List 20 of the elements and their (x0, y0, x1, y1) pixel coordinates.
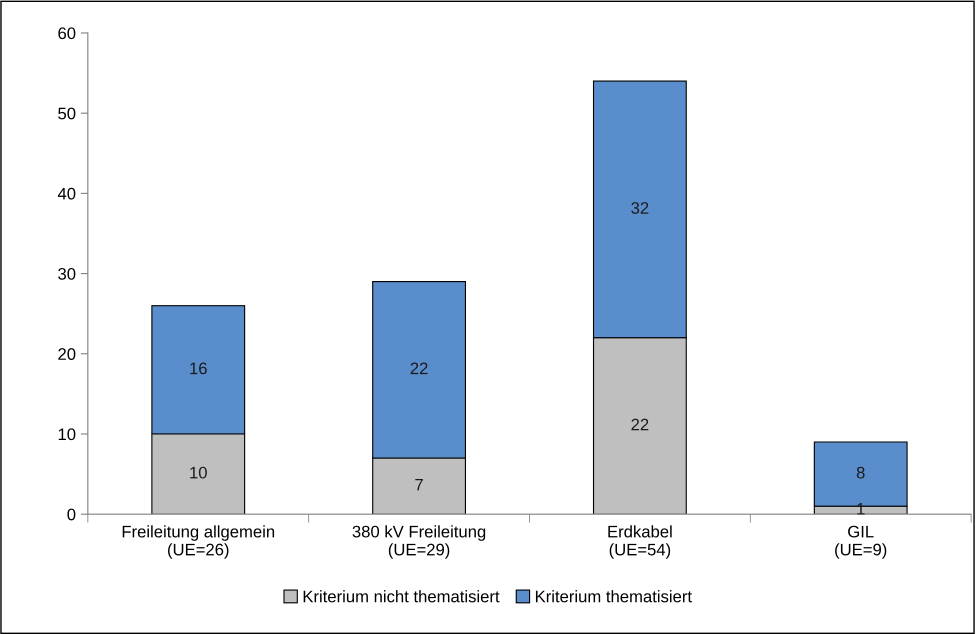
data-label: 32 (631, 202, 648, 214)
y-tick-label: 60 (58, 27, 76, 40)
data-label: 10 (190, 466, 207, 479)
y-tick-label: 0 (67, 508, 76, 520)
y-tick-label: 10 (58, 428, 76, 440)
y-tick-label: 20 (58, 348, 76, 360)
x-tick-label: 380 kV Freileitung (UE=29) (352, 525, 486, 559)
data-label: 8 (856, 466, 865, 479)
x-tick-label: GIL (UE=9) (835, 526, 886, 559)
data-label: 22 (410, 362, 428, 374)
data-label: 7 (415, 478, 423, 490)
y-tick-label: 30 (58, 268, 76, 280)
x-tick-label: Erdkabel (UE=54) (608, 525, 672, 559)
data-label: 22 (631, 418, 648, 430)
data-label: 16 (190, 362, 207, 374)
legend-label: Kriterium nicht thematisiert (304, 590, 500, 602)
x-tick-label: Freileitung allgemein (UE=26) (122, 525, 274, 559)
y-tick-label: 50 (58, 108, 76, 120)
legend-label: Kriterium thematisiert (536, 590, 692, 602)
y-tick-label: 40 (58, 188, 76, 200)
